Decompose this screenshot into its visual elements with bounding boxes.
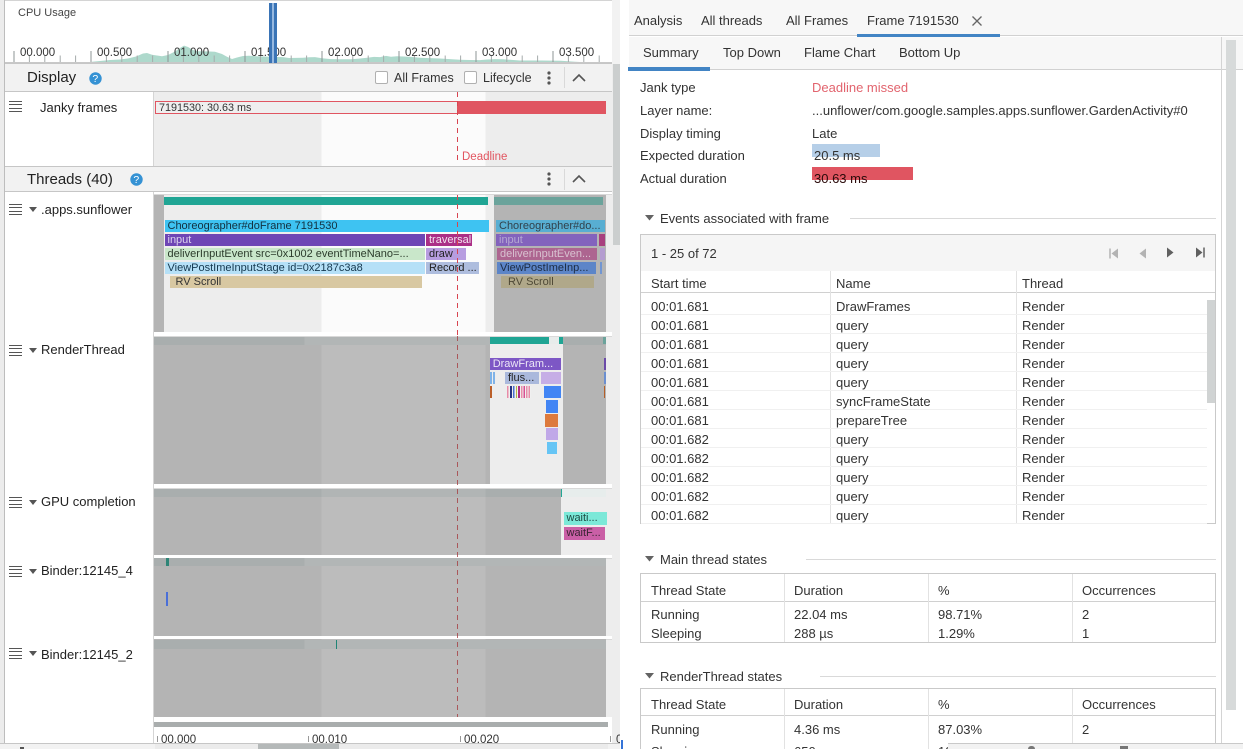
svg-text:?: ? [92, 73, 98, 85]
svg-text:?: ? [133, 174, 139, 186]
